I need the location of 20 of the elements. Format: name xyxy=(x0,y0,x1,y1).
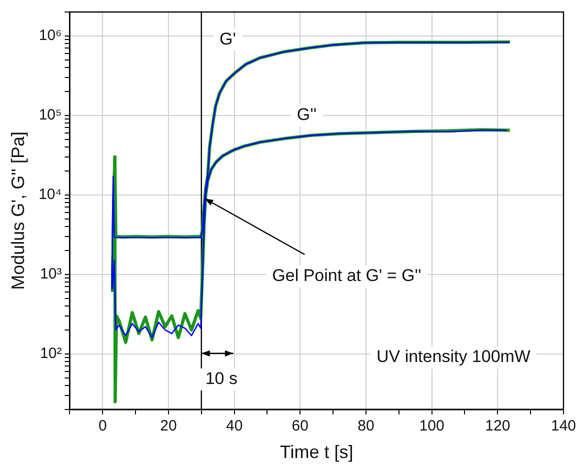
x-tick-label: 140 xyxy=(550,418,576,435)
y-axis-title: Modulus G', G'' [Pa] xyxy=(8,132,28,290)
annotation: UV intensity 100mW xyxy=(376,347,530,366)
x-tick-label: 80 xyxy=(358,418,374,435)
y-tick-label: 10⁶ xyxy=(38,27,62,44)
y-tick-label: 10³ xyxy=(40,266,62,283)
annotation: G' xyxy=(220,29,236,48)
y-tick-label: 10² xyxy=(40,344,62,362)
y-tick-label: 10⁴ xyxy=(38,186,62,204)
annotation: G'' xyxy=(296,105,317,124)
x-tick-label: 100 xyxy=(419,418,444,435)
annotation: 10 s xyxy=(205,369,238,388)
x-tick-label: 120 xyxy=(485,418,510,435)
x-tick-label: 20 xyxy=(160,418,177,435)
x-axis-title: Time t [s] xyxy=(280,442,354,462)
x-tick-label: 60 xyxy=(292,418,308,435)
x-tick-label: 40 xyxy=(226,418,243,435)
x-tick-label: 0 xyxy=(98,418,107,435)
annotation: Gel Point at G' = G'' xyxy=(272,266,422,286)
y-tick-label: 10⁵ xyxy=(38,106,62,124)
